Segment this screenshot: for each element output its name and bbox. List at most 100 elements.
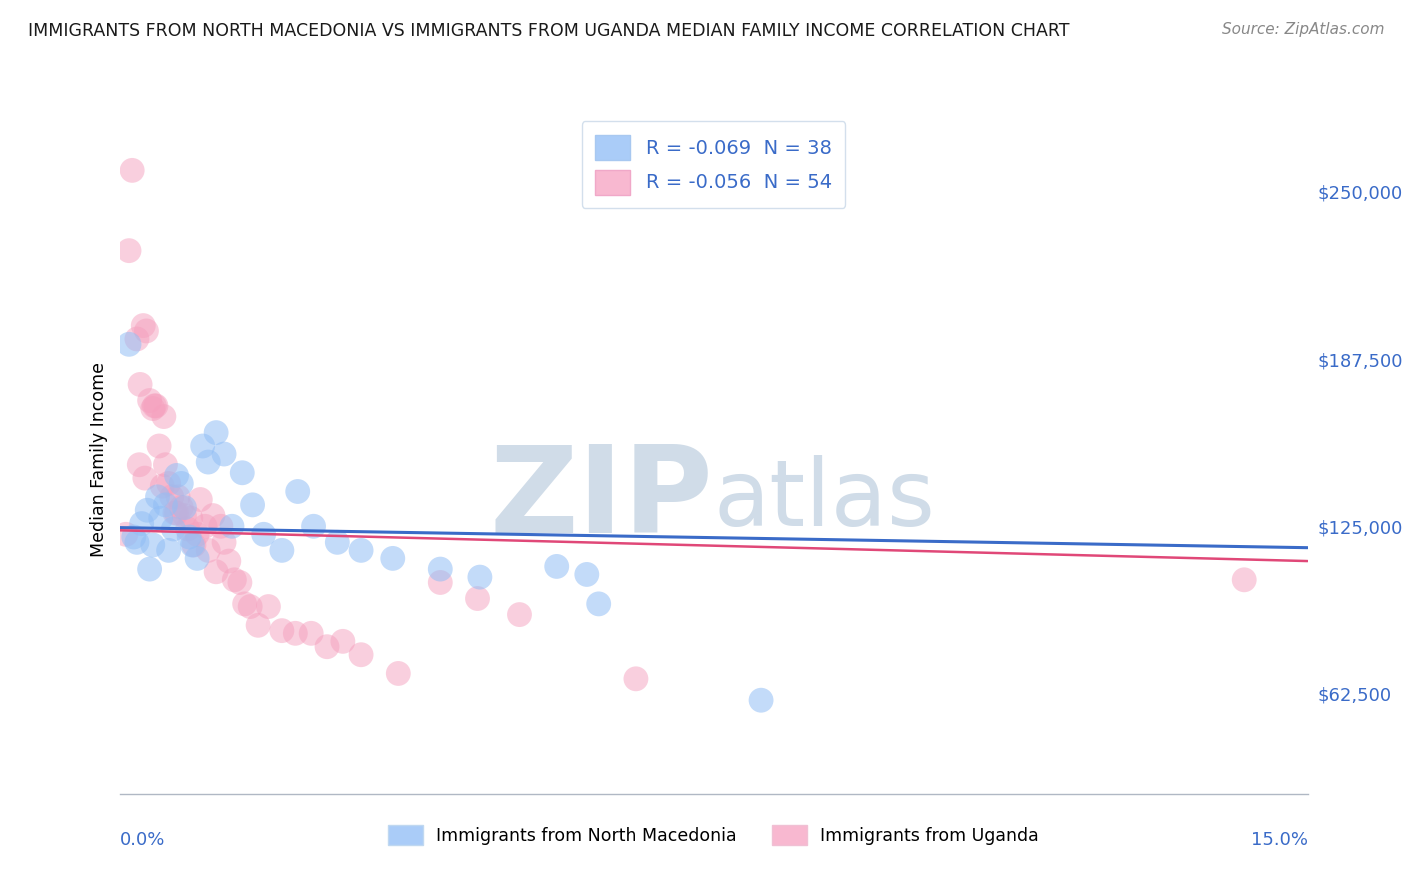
Point xyxy=(125,535,148,549)
Point xyxy=(242,498,264,512)
Point xyxy=(160,490,183,504)
Point xyxy=(118,337,141,351)
Point xyxy=(221,519,243,533)
Point xyxy=(197,543,219,558)
Point xyxy=(239,599,262,614)
Point xyxy=(205,565,228,579)
Point xyxy=(142,538,165,552)
Point xyxy=(150,479,173,493)
Point xyxy=(546,559,568,574)
Point xyxy=(284,626,307,640)
Text: 0.0%: 0.0% xyxy=(120,830,165,848)
Point xyxy=(212,535,235,549)
Point xyxy=(326,535,349,549)
Point xyxy=(183,538,205,552)
Point xyxy=(136,503,159,517)
Point xyxy=(429,562,451,576)
Point xyxy=(128,458,150,472)
Point xyxy=(191,439,214,453)
Point xyxy=(153,409,176,424)
Point xyxy=(146,490,169,504)
Point xyxy=(134,471,156,485)
Point xyxy=(142,401,165,416)
Y-axis label: Median Family Income: Median Family Income xyxy=(90,362,108,557)
Point xyxy=(247,618,270,632)
Point xyxy=(157,476,180,491)
Point xyxy=(143,399,166,413)
Point xyxy=(229,575,252,590)
Point xyxy=(270,543,292,558)
Point xyxy=(166,506,188,520)
Point xyxy=(157,543,180,558)
Text: 15.0%: 15.0% xyxy=(1250,830,1308,848)
Point xyxy=(381,551,404,566)
Point xyxy=(209,519,232,533)
Point xyxy=(155,458,177,472)
Point xyxy=(125,332,148,346)
Text: IMMIGRANTS FROM NORTH MACEDONIA VS IMMIGRANTS FROM UGANDA MEDIAN FAMILY INCOME C: IMMIGRANTS FROM NORTH MACEDONIA VS IMMIG… xyxy=(28,22,1070,40)
Point xyxy=(468,570,491,584)
Point xyxy=(188,492,211,507)
Point xyxy=(145,399,167,413)
Point xyxy=(135,324,157,338)
Point xyxy=(170,500,193,515)
Point xyxy=(173,508,195,523)
Point xyxy=(132,318,155,333)
Point xyxy=(350,543,373,558)
Point xyxy=(201,508,224,523)
Point xyxy=(1233,573,1256,587)
Point xyxy=(467,591,489,606)
Point xyxy=(179,530,201,544)
Point xyxy=(122,530,145,544)
Point xyxy=(197,455,219,469)
Point xyxy=(575,567,598,582)
Point xyxy=(176,522,198,536)
Point xyxy=(173,500,195,515)
Point xyxy=(194,519,217,533)
Point xyxy=(148,439,170,453)
Point xyxy=(387,666,409,681)
Point xyxy=(186,527,208,541)
Point xyxy=(257,599,280,614)
Text: atlas: atlas xyxy=(713,455,935,544)
Text: ZIP: ZIP xyxy=(489,441,713,558)
Point xyxy=(118,244,141,258)
Point xyxy=(624,672,647,686)
Point xyxy=(186,551,208,566)
Point xyxy=(332,634,354,648)
Point xyxy=(253,527,276,541)
Point xyxy=(167,490,190,504)
Legend: R = -0.069  N = 38, R = -0.056  N = 54: R = -0.069 N = 38, R = -0.056 N = 54 xyxy=(582,121,845,208)
Point xyxy=(121,163,143,178)
Point xyxy=(115,527,138,541)
Point xyxy=(166,468,188,483)
Point xyxy=(181,538,204,552)
Text: Source: ZipAtlas.com: Source: ZipAtlas.com xyxy=(1222,22,1385,37)
Point xyxy=(218,554,240,568)
Point xyxy=(212,447,235,461)
Point xyxy=(302,519,325,533)
Point xyxy=(149,511,172,525)
Point xyxy=(138,393,160,408)
Point xyxy=(270,624,292,638)
Point xyxy=(163,506,186,520)
Point xyxy=(131,516,153,531)
Point xyxy=(162,522,184,536)
Point xyxy=(180,511,202,525)
Point xyxy=(170,476,193,491)
Point xyxy=(508,607,530,622)
Point xyxy=(138,562,160,576)
Point xyxy=(429,575,451,590)
Point xyxy=(129,377,152,392)
Point xyxy=(299,626,322,640)
Point xyxy=(155,498,177,512)
Point xyxy=(316,640,339,654)
Point xyxy=(205,425,228,440)
Point xyxy=(231,466,253,480)
Point xyxy=(749,693,772,707)
Point xyxy=(233,597,256,611)
Point xyxy=(350,648,373,662)
Point xyxy=(588,597,610,611)
Point xyxy=(224,573,246,587)
Point xyxy=(287,484,309,499)
